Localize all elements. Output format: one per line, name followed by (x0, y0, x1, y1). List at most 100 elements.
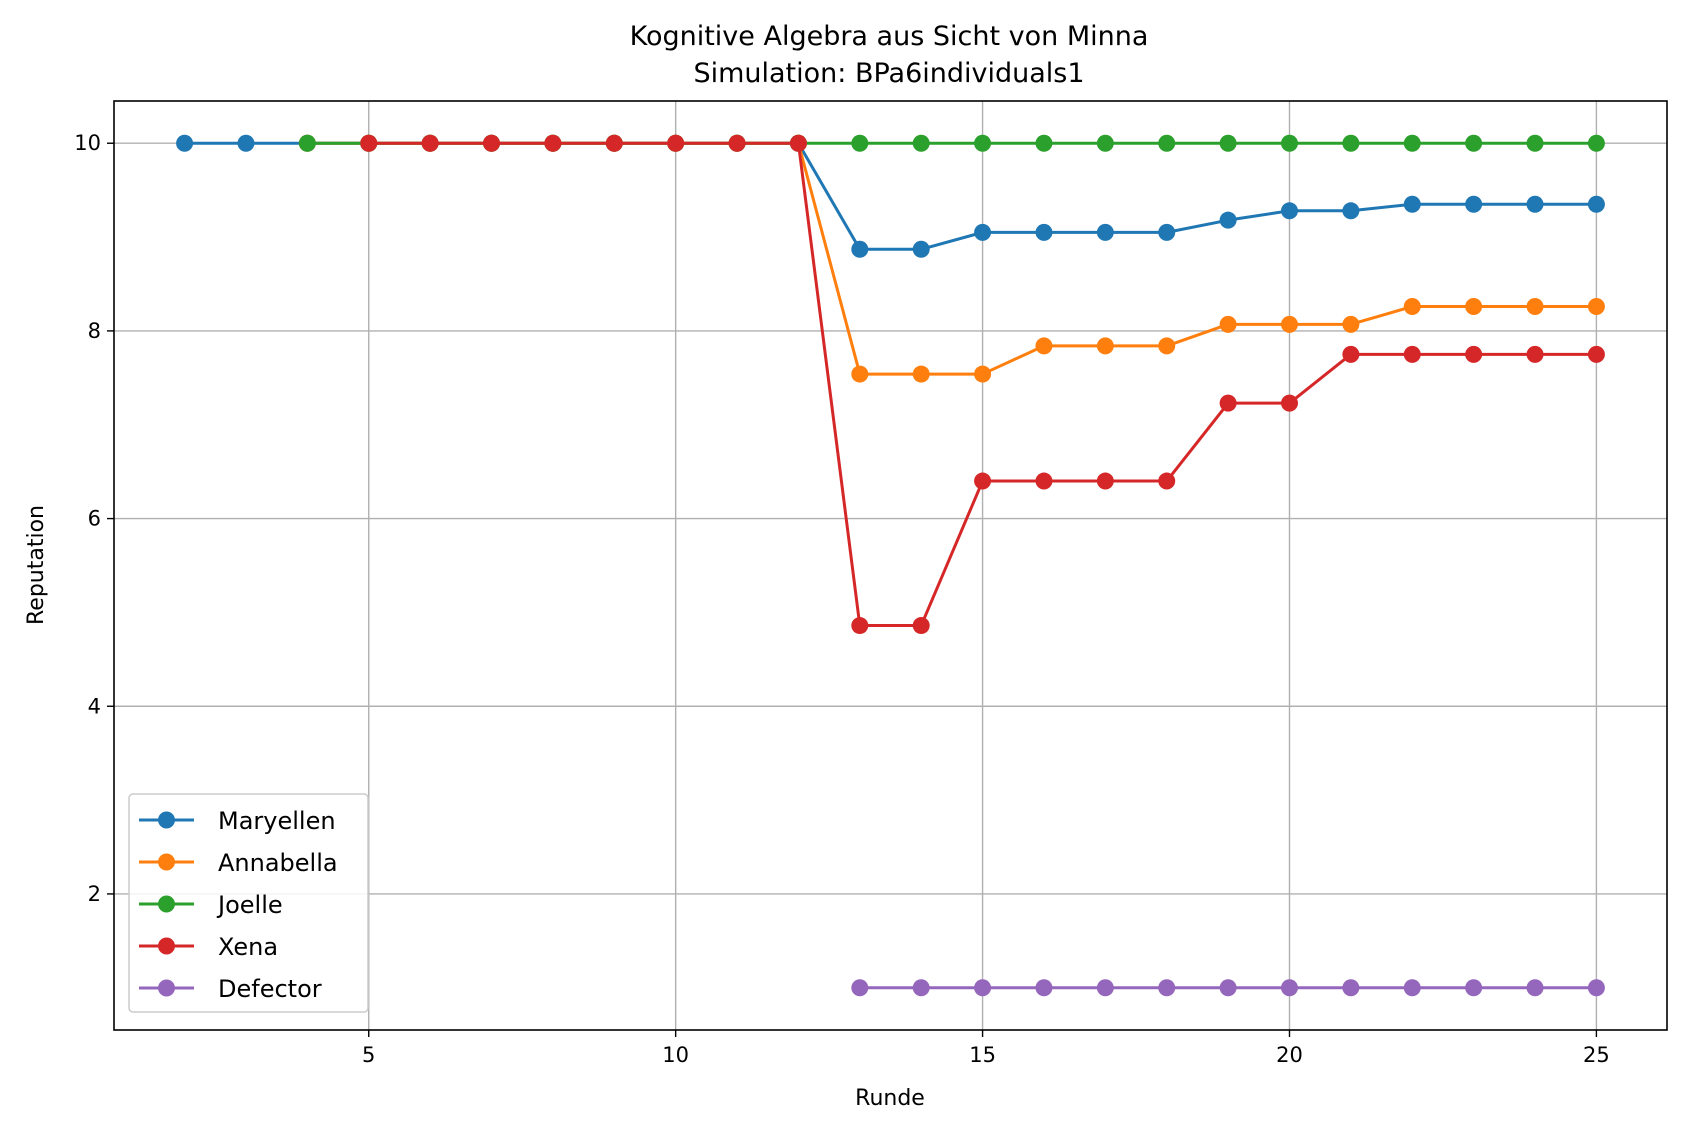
data-point (974, 979, 992, 997)
data-point (851, 365, 869, 383)
series-defector (851, 979, 1605, 997)
data-point (1280, 979, 1298, 997)
data-point (1587, 298, 1605, 316)
data-point (1403, 345, 1421, 363)
x-tick-label: 5 (362, 1043, 375, 1067)
data-point (851, 979, 869, 997)
data-point (360, 134, 378, 152)
data-point (1280, 315, 1298, 333)
data-point (544, 134, 562, 152)
data-point (176, 134, 194, 152)
data-point (1587, 979, 1605, 997)
data-point (1587, 345, 1605, 363)
legend-entry: Xena (139, 933, 278, 961)
data-point (1465, 345, 1483, 363)
data-point (912, 240, 930, 258)
y-tick-label: 6 (88, 507, 101, 531)
data-point (1158, 223, 1176, 241)
data-point (1342, 345, 1360, 363)
legend-marker (158, 853, 175, 871)
data-point (1465, 979, 1483, 997)
data-point (1526, 979, 1544, 997)
data-point (1219, 211, 1237, 229)
y-tick-label: 2 (88, 882, 101, 906)
data-point (851, 240, 869, 258)
legend-entry: Maryellen (139, 807, 336, 835)
legend-entry: Defector (139, 975, 322, 1003)
legend-box (128, 793, 369, 1013)
legend-entry: Annabella (139, 849, 338, 877)
data-point (912, 134, 930, 152)
data-point (1035, 979, 1053, 997)
data-point (1403, 195, 1421, 213)
data-point (1526, 195, 1544, 213)
data-point (851, 617, 869, 635)
data-point (974, 134, 992, 152)
data-point (1342, 315, 1360, 333)
data-point (1096, 979, 1114, 997)
data-point (483, 134, 501, 152)
data-point (912, 365, 930, 383)
data-point (1526, 298, 1544, 316)
chart-title: Kognitive Algebra aus Sicht von Minna (630, 21, 1149, 52)
data-point (851, 134, 869, 152)
legend-marker (158, 979, 175, 997)
y-tick-label: 4 (88, 694, 101, 718)
y-tick-label: 8 (88, 319, 101, 343)
legend: Maryellen Annabella Joelle Xena Defector (128, 793, 369, 1013)
chart-subtitle: Simulation: BPa6individuals1 (693, 58, 1084, 89)
legend-marker (158, 811, 175, 829)
data-point (605, 134, 623, 152)
x-axis: 5 10 15 20 25 (362, 1030, 1610, 1067)
data-point (1096, 223, 1114, 241)
data-point (1219, 134, 1237, 152)
x-axis-label: Runde (855, 1086, 925, 1111)
legend-label: Defector (218, 975, 322, 1003)
data-point (1526, 345, 1544, 363)
data-point (1465, 134, 1483, 152)
data-point (298, 134, 316, 152)
y-tick-label: 10 (74, 131, 101, 155)
data-point (974, 365, 992, 383)
data-point (1465, 298, 1483, 316)
legend-label: Maryellen (218, 807, 336, 835)
data-point (728, 134, 746, 152)
data-point (1280, 394, 1298, 412)
x-tick-label: 15 (969, 1043, 996, 1067)
data-point (974, 472, 992, 490)
data-point (1035, 472, 1053, 490)
data-point (974, 223, 992, 241)
data-point (1280, 134, 1298, 152)
legend-label: Joelle (216, 891, 283, 919)
x-tick-label: 10 (662, 1043, 689, 1067)
data-point (1465, 195, 1483, 213)
data-point (1587, 134, 1605, 152)
legend-label: Annabella (218, 849, 338, 877)
legend-marker (158, 895, 175, 913)
data-point (1035, 223, 1053, 241)
legend-marker (158, 937, 175, 955)
data-point (1587, 195, 1605, 213)
legend-entry: Joelle (139, 891, 283, 919)
data-point (1526, 134, 1544, 152)
data-point (1096, 337, 1114, 355)
data-point (1403, 298, 1421, 316)
data-point (1219, 979, 1237, 997)
data-point (1158, 472, 1176, 490)
data-point (421, 134, 439, 152)
data-point (1158, 337, 1176, 355)
data-point (1342, 134, 1360, 152)
data-point (1219, 394, 1237, 412)
series-layer (176, 134, 1605, 997)
data-point (1096, 472, 1114, 490)
data-point (1035, 134, 1053, 152)
data-point (1342, 979, 1360, 997)
legend-label: Xena (218, 933, 278, 961)
data-point (667, 134, 685, 152)
data-point (1403, 134, 1421, 152)
data-point (912, 979, 930, 997)
data-point (789, 134, 807, 152)
data-point (1219, 315, 1237, 333)
data-point (1342, 202, 1360, 220)
